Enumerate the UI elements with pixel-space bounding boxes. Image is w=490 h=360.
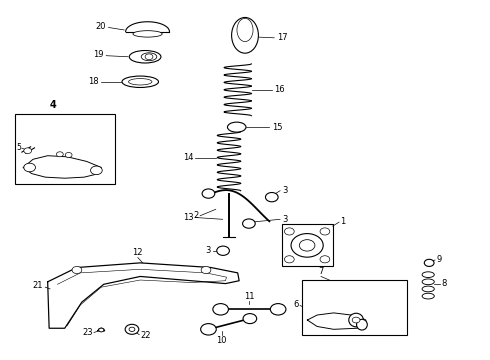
Circle shape bbox=[285, 228, 294, 235]
Ellipse shape bbox=[232, 18, 258, 53]
Text: 18: 18 bbox=[88, 77, 99, 86]
Text: 14: 14 bbox=[183, 153, 194, 162]
Text: 9: 9 bbox=[437, 255, 441, 264]
Text: 21: 21 bbox=[32, 281, 43, 290]
Circle shape bbox=[270, 303, 286, 315]
Ellipse shape bbox=[422, 286, 434, 292]
Circle shape bbox=[24, 148, 31, 154]
Ellipse shape bbox=[129, 50, 161, 63]
Circle shape bbox=[125, 324, 139, 334]
Bar bbox=[15, 114, 115, 184]
Circle shape bbox=[202, 189, 215, 198]
Ellipse shape bbox=[422, 279, 434, 285]
Text: 8: 8 bbox=[442, 279, 447, 288]
Ellipse shape bbox=[128, 78, 152, 85]
Text: 17: 17 bbox=[277, 33, 287, 42]
Ellipse shape bbox=[422, 272, 434, 278]
Text: 20: 20 bbox=[96, 22, 106, 31]
Circle shape bbox=[201, 266, 211, 274]
Circle shape bbox=[129, 327, 135, 332]
Circle shape bbox=[56, 152, 63, 157]
Circle shape bbox=[320, 256, 330, 263]
Circle shape bbox=[24, 163, 35, 172]
Ellipse shape bbox=[227, 122, 246, 132]
Ellipse shape bbox=[237, 18, 253, 41]
Circle shape bbox=[320, 228, 330, 235]
Text: 2: 2 bbox=[194, 211, 199, 220]
Text: 10: 10 bbox=[217, 337, 227, 346]
Circle shape bbox=[72, 266, 82, 274]
Text: 12: 12 bbox=[133, 248, 143, 257]
Ellipse shape bbox=[349, 313, 364, 327]
Ellipse shape bbox=[133, 31, 162, 37]
Text: 3: 3 bbox=[205, 246, 211, 255]
Circle shape bbox=[243, 314, 257, 324]
Bar bbox=[302, 280, 407, 336]
Text: 1: 1 bbox=[340, 217, 345, 226]
Text: 13: 13 bbox=[183, 213, 194, 222]
Ellipse shape bbox=[122, 76, 159, 87]
Circle shape bbox=[424, 259, 434, 266]
Circle shape bbox=[91, 166, 102, 175]
Text: 5: 5 bbox=[16, 143, 21, 152]
Text: 7: 7 bbox=[318, 267, 324, 276]
Ellipse shape bbox=[422, 293, 434, 299]
Circle shape bbox=[285, 256, 294, 263]
Text: 23: 23 bbox=[82, 328, 93, 337]
Ellipse shape bbox=[357, 319, 368, 330]
Circle shape bbox=[201, 324, 216, 335]
Circle shape bbox=[65, 153, 72, 157]
Circle shape bbox=[352, 317, 360, 323]
Text: 4: 4 bbox=[49, 100, 56, 110]
Text: 19: 19 bbox=[93, 50, 104, 59]
Text: 22: 22 bbox=[140, 331, 151, 340]
Bar bbox=[282, 224, 333, 266]
Circle shape bbox=[213, 303, 228, 315]
Circle shape bbox=[299, 240, 315, 251]
Text: 3: 3 bbox=[283, 215, 288, 224]
Text: 6: 6 bbox=[293, 301, 298, 310]
Circle shape bbox=[266, 193, 278, 202]
Circle shape bbox=[217, 246, 229, 255]
Text: 11: 11 bbox=[244, 292, 254, 301]
Text: 15: 15 bbox=[272, 123, 282, 132]
Text: 16: 16 bbox=[274, 85, 285, 94]
Circle shape bbox=[99, 328, 104, 332]
Circle shape bbox=[145, 54, 153, 60]
Circle shape bbox=[243, 219, 255, 228]
Ellipse shape bbox=[141, 53, 157, 61]
Circle shape bbox=[291, 234, 323, 257]
Text: 3: 3 bbox=[283, 185, 288, 194]
